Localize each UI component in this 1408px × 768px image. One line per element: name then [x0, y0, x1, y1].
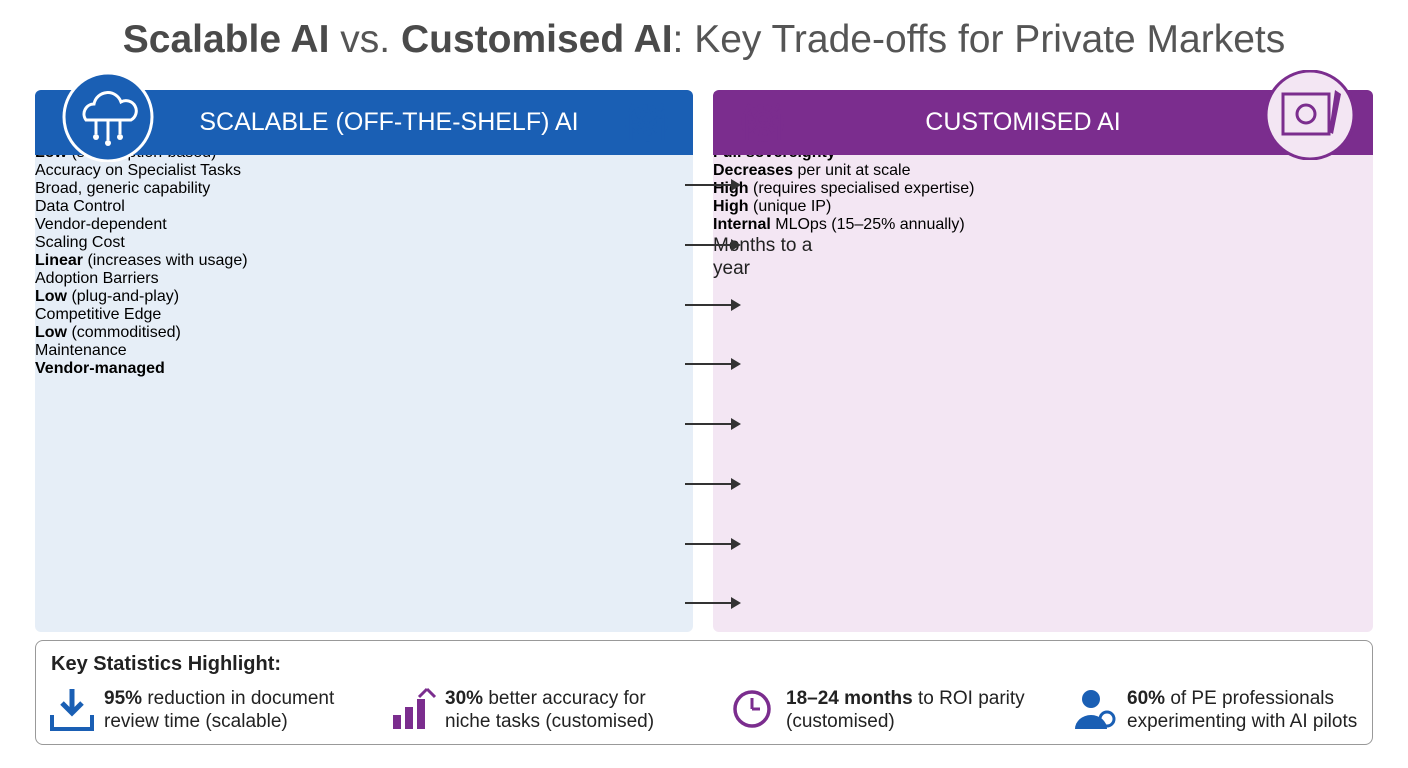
stat: 60% of PE professionals experimenting wi…: [1127, 687, 1367, 733]
value-part: per unit at scale: [797, 162, 911, 179]
right-row: High (unique IP): [713, 100, 1373, 216]
value-part: Low: [35, 288, 67, 305]
value-part: Low: [35, 324, 67, 341]
stat-bold: 95%: [104, 688, 143, 709]
left-value: Low (commoditised): [35, 324, 693, 342]
stat: 95% reduction in document review time (s…: [104, 687, 344, 733]
row-label: Maintenance: [35, 342, 127, 359]
value-part: (commoditised): [71, 324, 181, 341]
left-value: Low (plug-and-play): [35, 288, 693, 306]
left-value: Vendor-managed: [35, 360, 693, 378]
right-panel: CUSTOMISED AI Months to a yearHigh (£40,…: [713, 90, 1373, 632]
right-row: High (requires specialised expertise): [713, 102, 1373, 198]
row-label: Adoption Barriers: [35, 270, 159, 287]
row-label: Competitive Edge: [35, 306, 162, 323]
row-label: Data Control: [35, 198, 125, 215]
stat: 18–24 months to ROI parity (customised): [786, 687, 1026, 733]
value-part: High: [713, 198, 749, 215]
arrow: [685, 477, 741, 490]
stat-bold: 18–24 months: [786, 688, 913, 709]
stat-text: of PE professionals experimenting with A…: [1127, 688, 1358, 732]
right-value: Decreases per unit at scale: [713, 162, 1373, 180]
left-value: Vendor-dependent: [35, 216, 693, 234]
title-part: Customised AI: [400, 18, 673, 61]
left-value: Linear (increases with usage): [35, 252, 693, 270]
arrow: [685, 238, 741, 251]
stat-icon: [1075, 690, 1116, 729]
left-row: Competitive Edge Low (commoditised): [35, 100, 693, 342]
value-part: (plug-and-play): [71, 288, 180, 305]
stat-icon: [733, 690, 771, 728]
left-row: Adoption Barriers Low (plug-and-play): [35, 102, 693, 306]
right-value: High (unique IP): [713, 198, 1373, 216]
stat: 30% better accuracy for niche tasks (cus…: [445, 687, 685, 733]
right-row: Decreases per unit at scale: [713, 100, 1373, 180]
cloud-icon: [62, 72, 154, 162]
left-row: Scaling Cost Linear (increases with usage…: [35, 100, 693, 270]
arrow: [685, 358, 741, 371]
left-row: Data Control Vendor-dependent: [35, 100, 693, 234]
left-row: Maintenance Vendor-managed: [35, 104, 693, 378]
stat-text: to ROI parity (customised): [786, 688, 1025, 732]
stats-title: Key Statistics Highlight:: [51, 653, 282, 675]
row-icon: [747, 104, 779, 136]
title: Scalable AI vs. Customised AI: Key Trade…: [0, 18, 1408, 62]
title-part: vs.: [340, 18, 391, 61]
title-part: Scalable AI: [122, 18, 330, 61]
stat-icon: [50, 689, 94, 731]
value-part: MLOps (15–25% annually): [775, 216, 965, 233]
arrow: [685, 418, 741, 430]
row-note: Months to a year: [713, 235, 813, 279]
row-label: Accuracy on Specialist Tasks: [35, 162, 242, 179]
right-value: High (requires specialised expertise): [713, 180, 1373, 198]
left-panel: SCALABLE (OFF-THE-SHELF) AI Speed to Mar…: [35, 90, 693, 632]
blueprint-icon: [1264, 70, 1356, 160]
value-part: (requires specialised expertise): [753, 180, 975, 197]
value-part: Decreases: [713, 162, 794, 179]
stats-box: Key Statistics Highlight: 95% reduction …: [35, 640, 1373, 745]
left-value: Broad, generic capability: [35, 180, 693, 198]
value-part: Vendor-dependent: [35, 216, 167, 233]
value-part: Internal: [713, 216, 771, 233]
arrow: [685, 537, 741, 550]
right-row: Internal MLOps (15–25% annually): [713, 104, 1373, 234]
stat-bold: 60%: [1127, 688, 1166, 709]
arrow: [685, 179, 741, 191]
value-part: Vendor-managed: [35, 360, 165, 377]
right-value: Internal MLOps (15–25% annually): [713, 216, 1373, 234]
arrow: [685, 597, 741, 610]
stat-text: better accuracy for niche tasks (customi…: [445, 688, 655, 732]
title-part: : Key Trade-offs for Private Markets: [672, 18, 1286, 61]
row-label: Scaling Cost: [35, 234, 125, 251]
value-part: (increases with usage): [87, 252, 248, 269]
right-header: CUSTOMISED AI: [713, 90, 1373, 155]
value-part: Broad, generic capability: [35, 180, 211, 197]
stat-text: reduction in document review time (scala…: [104, 688, 335, 732]
row-icon: [631, 104, 663, 136]
stat-icon: [393, 687, 437, 729]
left-row: Accuracy on Specialist Tasks Broad, gener…: [35, 102, 693, 198]
value-part: Linear: [35, 252, 84, 269]
stat-bold: 30%: [445, 688, 484, 709]
value-part: (unique IP): [753, 198, 832, 215]
arrow: [685, 298, 741, 311]
